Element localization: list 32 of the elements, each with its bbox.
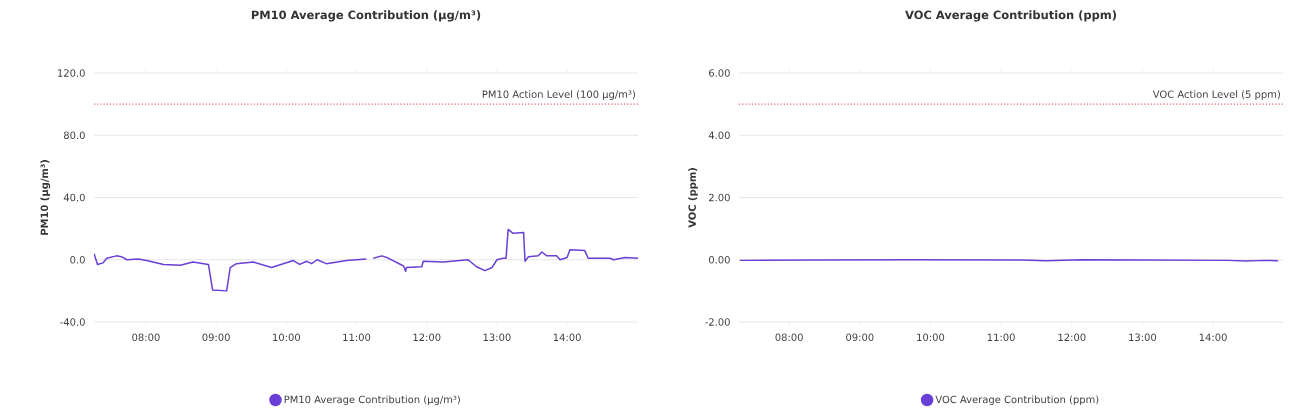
y-tick-label: 2.00 — [709, 193, 730, 202]
ref-line-label: PM10 Action Level (100 µg/m³) — [482, 90, 635, 100]
x-tick-label: 11:00 — [343, 333, 371, 342]
y-axis-title: PM10 (µg/m³) — [40, 160, 51, 235]
y-axis-title: VOC (ppm) — [688, 168, 698, 228]
x-tick-label: 10:00 — [917, 333, 945, 342]
y-tick-label: -40.0 — [60, 318, 85, 326]
chart-title: VOC Average Contribution (ppm) — [905, 10, 1116, 22]
x-tick-label: 09:00 — [202, 333, 230, 342]
x-tick-label: 14:00 — [1199, 333, 1227, 342]
legend-label: PM10 Average Contribution (µg/m³) — [284, 395, 460, 406]
y-tick-label: 0.00 — [708, 255, 730, 264]
y-tick-label: -2.00 — [705, 318, 730, 326]
x-tick-label: 09:00 — [846, 333, 874, 342]
x-tick-label: 08:00 — [775, 333, 803, 342]
x-tick-label: 13:00 — [483, 333, 511, 342]
chart-title: PM10 Average Contribution (µg/m³) — [251, 10, 481, 22]
y-tick-label: 120.0 — [58, 69, 85, 77]
ref-line-label: VOC Action Level (5 ppm) — [1152, 90, 1280, 100]
y-tick-label: 80.0 — [63, 131, 85, 140]
x-tick-label: 12:00 — [413, 333, 441, 342]
y-tick-label: 4.00 — [708, 131, 730, 140]
y-tick-label: 40.0 — [63, 193, 85, 202]
x-tick-label: 13:00 — [1129, 333, 1157, 342]
legend-label: VOC Average Contribution (ppm) — [935, 395, 1099, 406]
x-tick-label: 11:00 — [987, 333, 1015, 342]
y-tick-label: 0.0 — [70, 255, 85, 264]
y-tick-label: 6.00 — [709, 69, 730, 77]
x-tick-label: 08:00 — [132, 333, 160, 342]
x-tick-label: 14:00 — [553, 333, 581, 342]
x-tick-label: 10:00 — [273, 333, 301, 342]
x-tick-label: 12:00 — [1058, 333, 1086, 342]
